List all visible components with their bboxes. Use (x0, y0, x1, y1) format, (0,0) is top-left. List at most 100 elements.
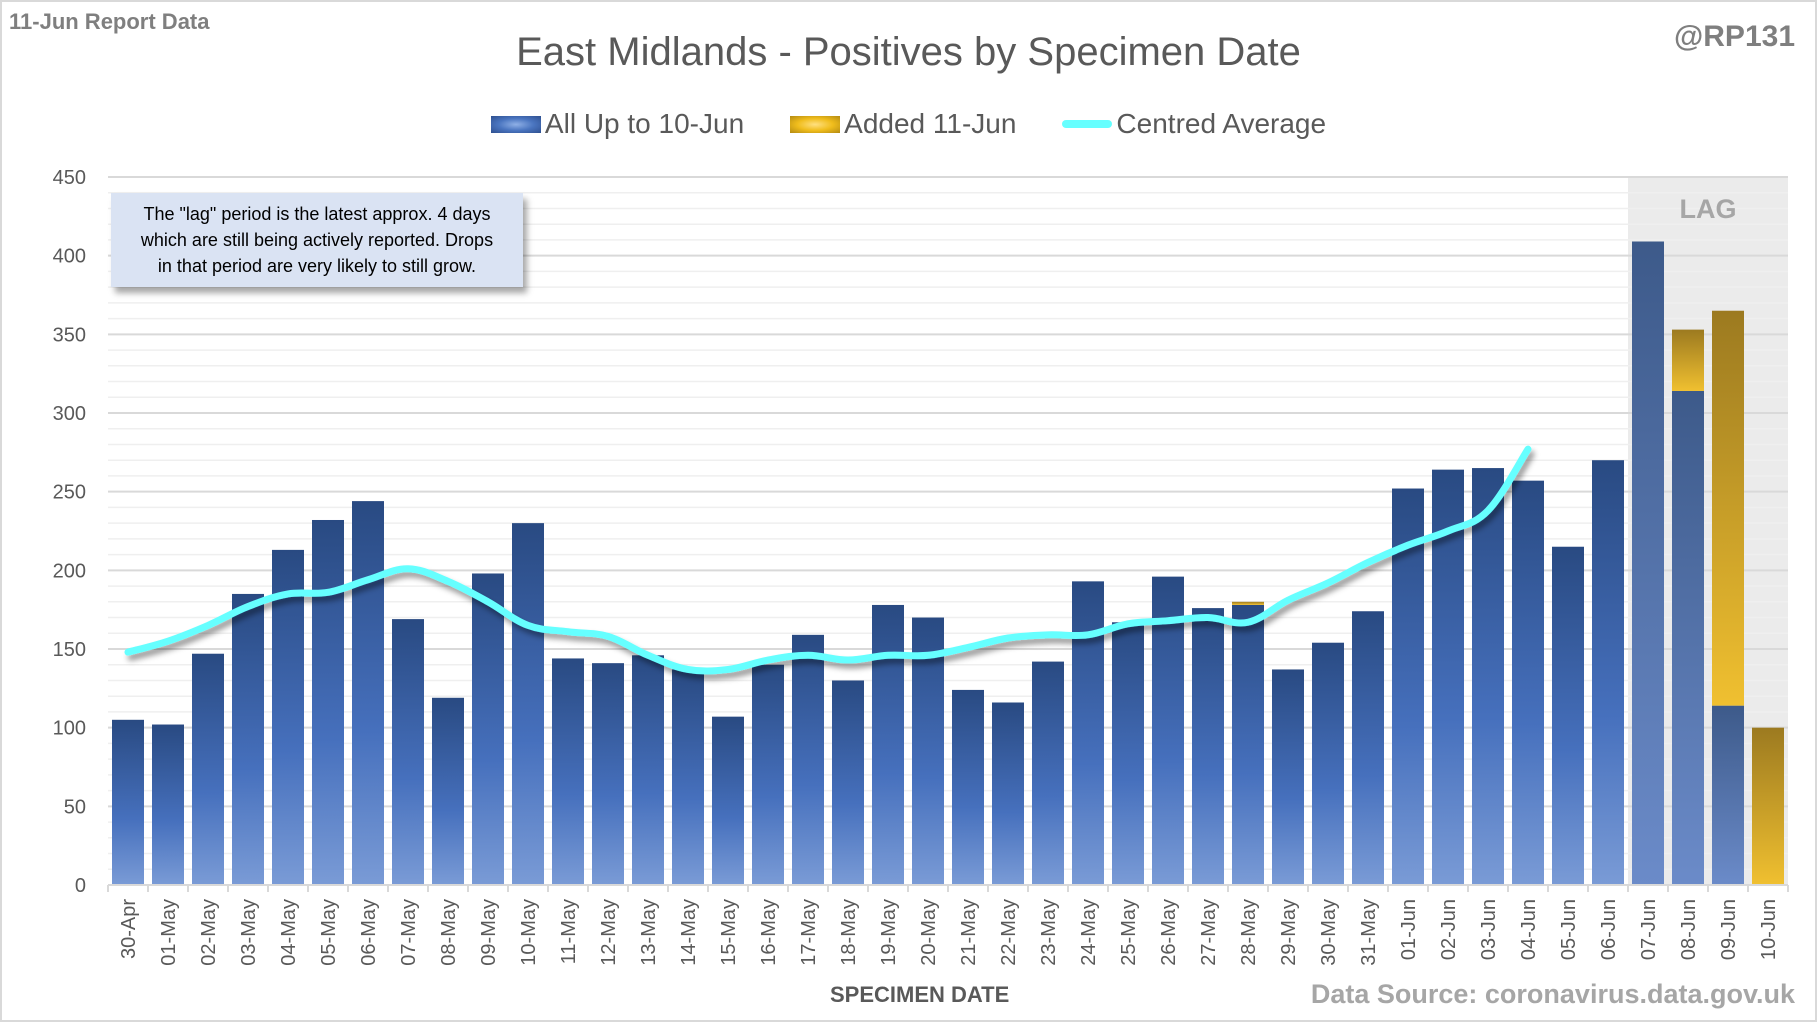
x-tick-label: 21-May (958, 899, 980, 966)
annotation-line: which are still being actively reported.… (140, 230, 494, 250)
x-tick-label: 24-May (1078, 899, 1100, 966)
legend-item-added: Added 11-Jun (790, 108, 1016, 140)
bar-all-up-to-10-jun (912, 617, 944, 885)
x-tick-label: 02-Jun (1438, 899, 1460, 960)
y-tick-label: 0 (75, 875, 86, 897)
legend-label: All Up to 10-Jun (544, 108, 745, 139)
bar-all-up-to-10-jun (1112, 622, 1144, 885)
legend-swatch-line (1062, 120, 1113, 128)
bar-all-up-to-10-jun (1152, 576, 1184, 885)
bar-all-up-to-10-jun (752, 664, 784, 885)
x-tick-label: 14-May (678, 899, 700, 966)
x-tick-label: 31-May (1358, 899, 1380, 966)
bar-all-up-to-10-jun (112, 719, 144, 885)
x-tick-label: 28-May (1238, 899, 1260, 966)
x-tick-label: 18-May (838, 899, 860, 966)
y-tick-label: 300 (53, 403, 86, 425)
x-tick-label: 09-Jun (1718, 899, 1740, 960)
bar-added-11-jun (1672, 329, 1704, 391)
bar-all-up-to-10-jun (792, 634, 824, 885)
bar-all-up-to-10-jun (1712, 705, 1744, 885)
bar-all-up-to-10-jun (1312, 642, 1344, 885)
bar-all-up-to-10-jun (592, 663, 624, 885)
legend-swatch-blue (490, 115, 541, 133)
x-tick-label: 19-May (878, 899, 900, 966)
lag-annotation-box: The "lag" period is the latest approx. 4… (111, 193, 523, 287)
bar-all-up-to-10-jun (1192, 608, 1224, 885)
x-tick-label: 10-Jun (1758, 899, 1780, 960)
bar-all-up-to-10-jun (432, 697, 464, 885)
bar-all-up-to-10-jun (1032, 661, 1064, 885)
x-tick-label: 13-May (638, 899, 660, 966)
bar-all-up-to-10-jun (1552, 546, 1584, 885)
bar-all-up-to-10-jun (1272, 669, 1304, 885)
x-tick-label: 26-May (1158, 899, 1180, 966)
x-tick-label: 02-May (198, 899, 220, 966)
x-tick-label: 30-May (1318, 899, 1340, 966)
y-tick-label: 400 (53, 246, 86, 268)
bar-all-up-to-10-jun (552, 658, 584, 885)
legend-swatch-gold (790, 115, 841, 133)
centred-average-line (124, 445, 1532, 675)
lag-label: LAG (1680, 194, 1737, 224)
x-tick-label: 15-May (718, 899, 740, 966)
author-handle: @RP131 (1674, 20, 1795, 53)
chart-title: East Midlands - Positives by Specimen Da… (516, 30, 1301, 74)
y-tick-label: 200 (53, 560, 86, 582)
y-tick-label: 450 (53, 167, 86, 189)
x-tick-label: 01-Jun (1398, 899, 1420, 960)
annotation-line: in that period are very likely to still … (157, 256, 477, 276)
x-tick-label: 20-May (918, 899, 940, 966)
x-tick-label: 06-May (358, 899, 380, 966)
x-tick-label: 04-May (278, 899, 300, 966)
bar-all-up-to-10-jun (992, 702, 1024, 885)
bar-all-up-to-10-jun (392, 619, 424, 885)
bar-all-up-to-10-jun (1512, 480, 1544, 885)
x-tick-label: 05-May (318, 899, 340, 966)
bar-all-up-to-10-jun (1592, 460, 1624, 885)
bar-all-up-to-10-jun (1472, 468, 1504, 885)
x-tick-label: 08-Jun (1678, 899, 1700, 960)
y-tick-label: 150 (53, 639, 86, 661)
x-tick-label: 22-May (998, 899, 1020, 966)
bar-all-up-to-10-jun (832, 680, 864, 885)
x-tick-label: 06-Jun (1598, 899, 1620, 960)
bar-added-11-jun (1712, 310, 1744, 706)
bar-all-up-to-10-jun (672, 669, 704, 885)
x-tick-label: 11-May (558, 899, 580, 964)
x-tick-label: 10-May (518, 899, 540, 966)
bar-all-up-to-10-jun (1632, 241, 1664, 886)
bar-all-up-to-10-jun (352, 501, 384, 885)
bar-all-up-to-10-jun (632, 655, 664, 885)
annotation-line: The "lag" period is the latest approx. 4… (143, 204, 491, 224)
bar-all-up-to-10-jun (1232, 604, 1264, 885)
bar-all-up-to-10-jun (232, 593, 264, 885)
bar-all-up-to-10-jun (872, 604, 904, 885)
x-axis-title: SPECIMEN DATE (830, 982, 1010, 1007)
x-tick-label: 09-May (478, 899, 500, 966)
x-tick-label: 25-May (1118, 899, 1140, 966)
legend-label: Centred Average (1116, 108, 1327, 139)
bar-added-11-jun (1232, 601, 1264, 605)
x-tick-label: 16-May (758, 899, 780, 966)
x-tick-label: 17-May (798, 899, 820, 966)
bar-all-up-to-10-jun (1072, 581, 1104, 885)
x-tick-label: 03-Jun (1478, 899, 1500, 960)
x-tick-label: 12-May (598, 899, 620, 966)
bar-all-up-to-10-jun (192, 653, 224, 885)
bar-all-up-to-10-jun (272, 549, 304, 885)
y-tick-label: 100 (53, 718, 86, 740)
bar-all-up-to-10-jun (1432, 469, 1464, 885)
x-tick-label: 05-Jun (1558, 899, 1580, 960)
x-tick-label: 07-May (398, 899, 420, 966)
legend-item-all-up-to: All Up to 10-Jun (490, 108, 745, 140)
data-source: Data Source: coronavirus.data.gov.uk (1310, 979, 1795, 1009)
legend: All Up to 10-Jun Added 11-Jun Centred Av… (0, 108, 1817, 140)
bar-all-up-to-10-jun (152, 724, 184, 885)
legend-label: Added 11-Jun (844, 108, 1017, 139)
x-tick-label: 07-Jun (1638, 899, 1660, 960)
x-tick-label: 03-May (238, 899, 260, 966)
x-tick-label: 30-Apr (118, 899, 140, 959)
x-tick-label: 29-May (1278, 899, 1300, 966)
x-tick-label: 01-May (158, 899, 180, 966)
